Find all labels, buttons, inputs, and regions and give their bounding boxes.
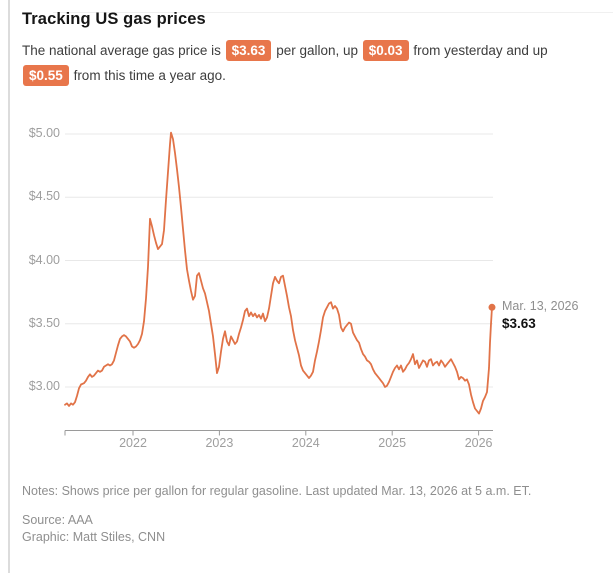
day-change-badge: $0.03 bbox=[362, 40, 409, 61]
x-axis-label: 2024 bbox=[291, 436, 320, 450]
page-title: Tracking US gas prices bbox=[22, 10, 206, 28]
annotation-date: Mar. 13, 2026 bbox=[502, 299, 579, 313]
source-text: Source: AAA bbox=[22, 513, 93, 527]
left-page-divider bbox=[8, 0, 10, 573]
x-axis-label: 2026 bbox=[464, 436, 493, 450]
intro-text: The national average gas price is $3.63 … bbox=[22, 38, 584, 88]
intro-segment: from this time a year ago. bbox=[73, 68, 226, 83]
year-change-badge: $0.55 bbox=[23, 65, 69, 86]
x-axis-label: 2023 bbox=[205, 436, 234, 450]
end-point-dot bbox=[488, 303, 496, 311]
x-axis-label: 2025 bbox=[378, 436, 407, 450]
y-axis-label: $5.00 bbox=[28, 126, 60, 140]
credits-block: Source: AAA Graphic: Matt Stiles, CNN bbox=[22, 512, 602, 546]
y-axis-label: $4.50 bbox=[28, 189, 60, 204]
current-price-badge: $3.63 bbox=[225, 40, 272, 61]
y-axis-label: $4.00 bbox=[28, 252, 60, 267]
y-axis-label: $3.00 bbox=[28, 379, 60, 393]
price-line bbox=[64, 131, 493, 415]
intro-segment: from yesterday and up bbox=[413, 43, 548, 58]
intro-segment: per gallon, up bbox=[276, 43, 359, 58]
y-axis-label: $3.50 bbox=[28, 315, 60, 330]
graphic-credit-text: Graphic: Matt Stiles, CNN bbox=[22, 530, 166, 544]
annotation-price: $3.63 bbox=[502, 316, 536, 331]
latest-point-annotation: Mar. 13, 2026 $3.63 bbox=[502, 299, 578, 331]
top-hairline bbox=[53, 12, 613, 13]
intro-segment: The national average gas price is bbox=[22, 43, 221, 58]
notes-text: Notes: Shows price per gallon for regula… bbox=[22, 484, 532, 498]
x-axis-label: 2022 bbox=[119, 436, 147, 450]
